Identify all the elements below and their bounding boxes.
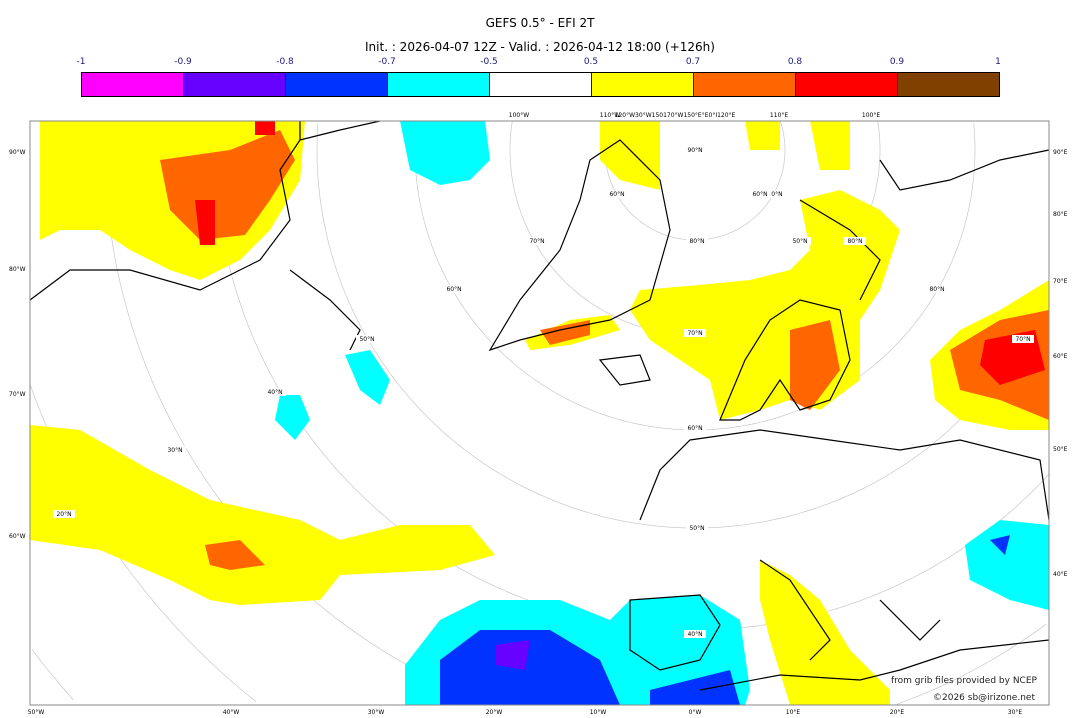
latitude-circle — [104, 124, 1047, 705]
right-lat-label: 80°E — [1053, 211, 1068, 218]
colorbar-tick: 1 — [995, 57, 1001, 67]
colorbar-tick: -0.5 — [480, 57, 498, 67]
colorbar-segment — [184, 73, 286, 96]
grid-label: 80°N — [929, 286, 944, 293]
grid-label: 60°N — [446, 286, 461, 293]
efi-field — [30, 121, 1049, 705]
map-title: GEFS 0.5° - EFI 2T — [485, 16, 595, 30]
colorbar-segment — [490, 73, 592, 96]
bottom-lon-label: 10°W — [590, 709, 607, 716]
top-lon-label: 110°E — [770, 112, 788, 119]
grid-label: 50°N — [689, 525, 704, 532]
right-lat-label: 70°E — [1053, 278, 1068, 285]
top-lon-label: 120°W30°W150170°W150°E°E0°I120°E — [615, 112, 736, 119]
right-lat-label: 40°E — [1053, 571, 1068, 578]
colorbar-segment — [286, 73, 388, 96]
bottom-lon-label: 30°W — [368, 709, 385, 716]
colorbar-tick: -0.7 — [378, 57, 396, 67]
top-lon-label: 100°E — [862, 112, 880, 119]
colorbar-tick: 0.7 — [685, 57, 701, 67]
grid-label: 70°N — [687, 330, 702, 337]
colorbar-segment — [694, 73, 796, 96]
source-credit: from grib files provided by NCEP — [891, 676, 1037, 686]
bottom-lon-label: 40°W — [223, 709, 240, 716]
grid-label: 30°N — [167, 447, 182, 454]
colorbar-segment — [796, 73, 898, 96]
grid-label: 80°N — [689, 238, 704, 245]
left-lat-label: 60°W — [9, 533, 26, 540]
colorbar — [81, 72, 1000, 97]
grid-label: 40°N — [267, 389, 282, 396]
latitude-circle — [316, 123, 1049, 529]
colorbar-segment — [388, 73, 490, 96]
bottom-lon-label: 20°E — [890, 709, 905, 716]
colorbar-tick: -0.8 — [276, 57, 294, 67]
grid-label: 40°N — [687, 631, 702, 638]
latitude-circle — [214, 124, 1050, 631]
bottom-lon-label: 50°W — [28, 709, 45, 716]
bottom-lon-label: 10°E — [786, 709, 801, 716]
colorbar-tick: -1 — [76, 57, 86, 67]
grid-label: 70°N — [767, 191, 782, 198]
grid-label: 80°N — [847, 238, 862, 245]
colorbar-tick: 0.9 — [889, 57, 905, 67]
coastlines — [29, 120, 1050, 691]
grid-label: 20°N — [56, 511, 71, 518]
top-lon-label: 110°W — [600, 112, 620, 119]
colorbar-segment — [82, 73, 184, 96]
grid-label: 50°N — [359, 336, 374, 343]
bottom-lon-label: 30°E — [1008, 709, 1023, 716]
copyright: ©2026 sb@irizone.net — [933, 693, 1035, 703]
grid-label: 90°N — [687, 147, 702, 154]
colorbar-tick: 0.8 — [787, 57, 803, 67]
grid-label: 60°N — [609, 191, 624, 198]
grid-label: 70°N — [529, 238, 544, 245]
left-lat-label: 70°W — [9, 391, 26, 398]
right-lat-label: 90°E — [1053, 149, 1068, 156]
colorbar-tick: 0.5 — [583, 57, 599, 67]
colorbar-tick: -0.9 — [174, 57, 192, 67]
colorbar-segment — [898, 73, 999, 96]
bottom-lon-label: 0°W — [689, 709, 702, 716]
left-lat-label: 90°W — [9, 149, 26, 156]
map-subtitle: Init. : 2026-04-07 12Z - Valid. : 2026-0… — [365, 40, 715, 54]
left-lat-label: 80°W — [9, 266, 26, 273]
latitude-circle — [31, 649, 74, 701]
right-lat-label: 60°E — [1053, 353, 1068, 360]
top-lon-label: 100°W — [509, 112, 529, 119]
grid-label: 60°N — [687, 425, 702, 432]
axis-labels: 90°W 80°W 70°W 60°W 90°E 80°E 70°E 60°E 50°E 40°E… — [9, 112, 1068, 716]
bottom-lon-label: 20°W — [486, 709, 503, 716]
right-lat-label: 50°E — [1053, 446, 1068, 453]
latitude-circle — [414, 123, 976, 431]
grid-label: 70°N — [1015, 336, 1030, 343]
latitude-circle — [604, 121, 786, 241]
map-frame — [29, 120, 1050, 706]
grid-label: 60°N — [752, 191, 767, 198]
colorbar-segment — [592, 73, 694, 96]
grid-label: 50°N — [792, 238, 807, 245]
